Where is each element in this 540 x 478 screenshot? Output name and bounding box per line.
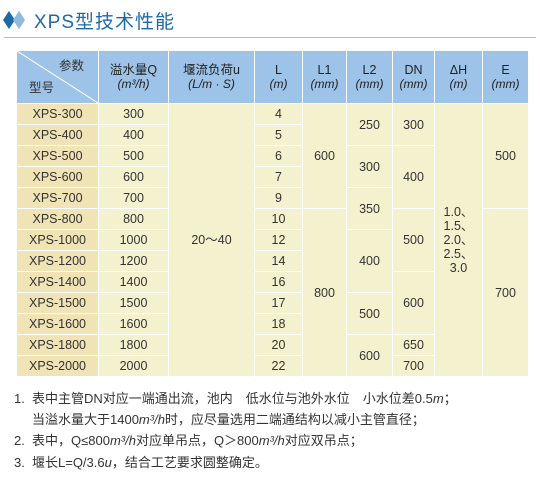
header-row: 参数 型号 溢水量Q (m³/h) 堰流负荷u (L/m · S) L (m) L1(… [16,50,529,104]
L-cell: 12 [254,229,303,251]
header-E: E (mm) [482,50,529,104]
header-model-label: 型号 [29,81,55,95]
model-cell: XPS-1800 [16,334,99,356]
L-cell: 17 [254,292,303,314]
L1-cell: 800 [302,208,347,377]
flow-cell: 1800 [98,334,169,356]
flow-cell: 1500 [98,292,169,314]
table-row: XPS-1200 1200 14 [16,250,529,272]
L-cell: 16 [254,271,303,293]
table-row: XPS-800 800 10 800 500 700 [16,208,529,377]
E-cell: 500 [482,103,529,209]
model-cell: XPS-1500 [16,292,99,314]
diamond-logo-icon [3,11,25,29]
table-row: XPS-400 400 5 [16,124,529,146]
L-cell: 22 [254,355,303,377]
header-DN: DN (mm) [392,50,435,104]
model-cell: XPS-1400 [16,271,99,293]
flow-cell: 1200 [98,250,169,272]
L-cell: 5 [254,124,303,146]
L2-cell: 300 [346,145,393,188]
DN-cell: 650 [392,334,435,356]
DN-cell: 600 [392,271,435,335]
model-cell: XPS-2000 [16,355,99,377]
L-cell: 9 [254,187,303,209]
L2-cell: 400 [346,229,393,293]
header-L: L (m) [254,50,303,104]
model-cell: XPS-500 [16,145,99,167]
flow-cell: 1000 [98,229,169,251]
header-params-label: 参数 [58,59,84,73]
table-row: XPS-1500 1500 17 500 [16,292,529,335]
DN-cell: 500 [392,208,435,272]
L-cell: 4 [254,103,303,125]
table-row: XPS-1600 1600 18 [16,313,529,335]
flow-cell: 300 [98,103,169,125]
E-cell: 700 [482,208,529,377]
flow-cell: 1400 [98,271,169,293]
page-title: XPS型技术性能 [34,11,176,33]
model-cell: XPS-1000 [16,229,99,251]
flow-cell: 400 [98,124,169,146]
L-cell: 14 [254,250,303,272]
L2-cell: 500 [346,292,393,335]
model-cell: XPS-1200 [16,250,99,272]
header-L2: L2 (mm) [346,50,393,104]
dH-cell: 1.0、 1.5、 2.0、 2.5、 3.0 [434,103,483,377]
model-cell: XPS-600 [16,166,99,188]
model-cell: XPS-1600 [16,313,99,335]
header-model-param: 参数 型号 [16,50,99,104]
table-row: XPS-2000 2000 22 700 [16,355,529,377]
model-cell: XPS-400 [16,124,99,146]
flow-cell: 500 [98,145,169,167]
title-row: XPS型技术性能 [2,6,175,34]
L2-cell: 250 [346,103,393,146]
table-row: XPS-1400 1400 16 600 [16,271,529,335]
note-1-line-2: 当溢水量大于1400m³/h时，应尽量选用二端通结构以减小主管直径； [32,412,425,427]
note-3: 3. 堰长L=Q/3.6u，结合工艺要求圆整确定。 [14,455,268,470]
header-weir-load: 堰流负荷u (L/m · S) [168,50,255,104]
flow-cell: 2000 [98,355,169,377]
table-row: XPS-500 500 6 300 400 [16,145,529,209]
table-row: XPS-1800 1800 20 600 650 [16,334,529,377]
L-cell: 7 [254,166,303,188]
DN-cell: 400 [392,145,435,209]
header-dH: ΔH (m) [434,50,483,104]
flow-cell: 800 [98,208,169,230]
DN-cell: 300 [392,103,435,146]
L2-cell: 350 [346,187,393,230]
note-1-line-1: 1. 表中主管DN对应一端通出流，池内 低水位与池外水位 小水位差0.5m； [14,391,457,406]
table-row: XPS-700 700 9 350 [16,187,529,230]
model-cell: XPS-300 [16,103,99,125]
note-2: 2. 表中，Q≤800m³/h对应单吊点，Q＞800m³/h对应双吊点； [14,433,363,448]
L2-cell: 600 [346,334,393,377]
flow-cell: 600 [98,166,169,188]
L-cell: 6 [254,145,303,167]
L1-cell: 600 [302,103,347,209]
header-diagonal [17,51,98,103]
DN-cell: 700 [392,355,435,377]
model-cell: XPS-700 [16,187,99,209]
weir-load-cell: 20～40 [168,103,255,377]
header-flow: 溢水量Q (m³/h) [98,50,169,104]
table-row: XPS-300 300 20～40 4 600 250 300 1.0、 1.5、… [16,103,529,377]
title-divider [4,37,536,38]
L-cell: 10 [254,208,303,230]
flow-cell: 700 [98,187,169,209]
flow-cell: 1600 [98,313,169,335]
spec-table: 参数 型号 溢水量Q (m³/h) 堰流负荷u (L/m · S) L (m) L1(… [16,50,529,377]
L-cell: 18 [254,313,303,335]
model-cell: XPS-800 [16,208,99,230]
L-cell: 20 [254,334,303,356]
header-L1: L1 (mm) [302,50,347,104]
